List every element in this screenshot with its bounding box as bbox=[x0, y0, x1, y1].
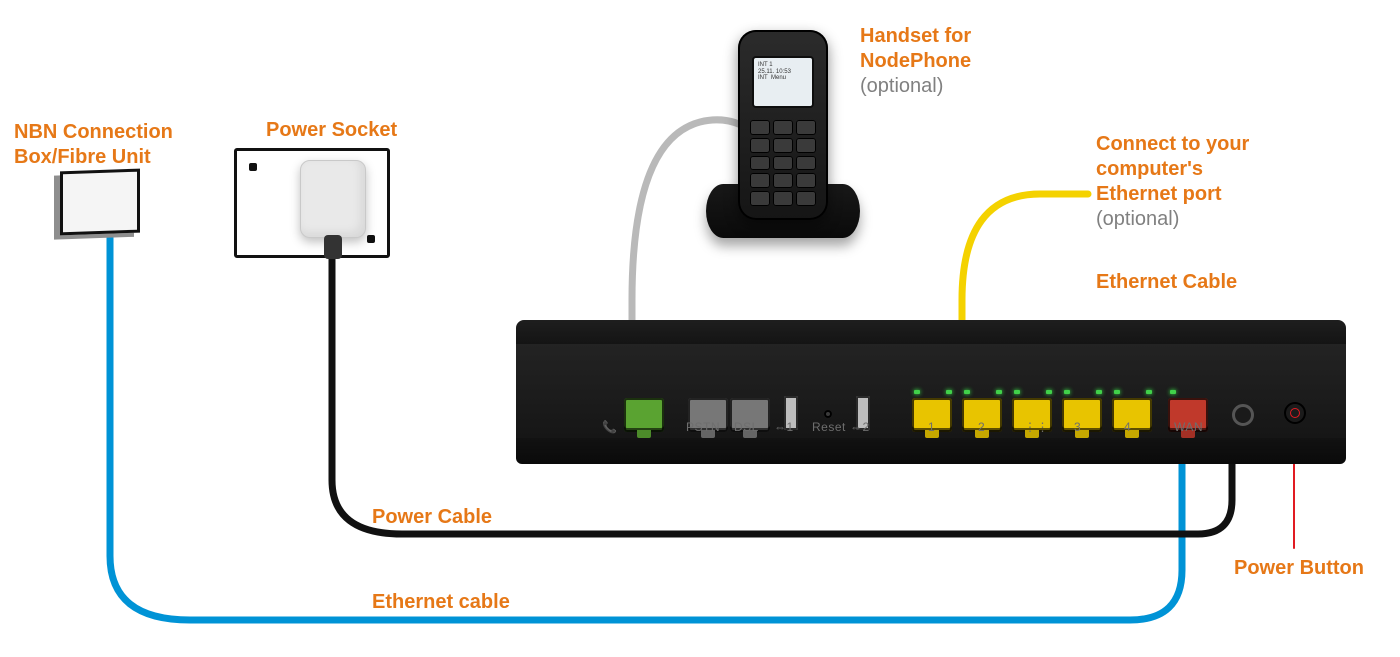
label-ethernet-to-pc: Connect to your computer's Ethernet port… bbox=[1096, 132, 1249, 232]
label-power-button: Power Button bbox=[1234, 556, 1364, 581]
diagram-stage: INT 125.11. 10:53INT Menu bbox=[0, 0, 1400, 657]
nbn-box-icon bbox=[60, 169, 140, 236]
label-nbn: NBN Connection Box/Fibre Unit bbox=[14, 120, 173, 170]
router-port-labels: 📞 PSTN DSL ⇔1 Reset ⇔2 1 2 ⋮⋮ 3 4 WAN bbox=[516, 416, 1346, 438]
power-plug-icon bbox=[300, 160, 366, 238]
label-ethernet-cable-top: Ethernet Cable bbox=[1096, 270, 1237, 295]
label-power-socket: Power Socket bbox=[266, 118, 397, 143]
handset-icon: INT 125.11. 10:53INT Menu bbox=[728, 30, 838, 238]
router-icon: 📞 PSTN DSL ⇔1 Reset ⇔2 1 2 ⋮⋮ 3 4 WAN bbox=[516, 320, 1346, 464]
label-power-cable: Power Cable bbox=[372, 505, 492, 530]
label-handset: Handset for NodePhone (optional) bbox=[860, 24, 971, 99]
label-ethernet-cable-bottom: Ethernet cable bbox=[372, 590, 510, 615]
